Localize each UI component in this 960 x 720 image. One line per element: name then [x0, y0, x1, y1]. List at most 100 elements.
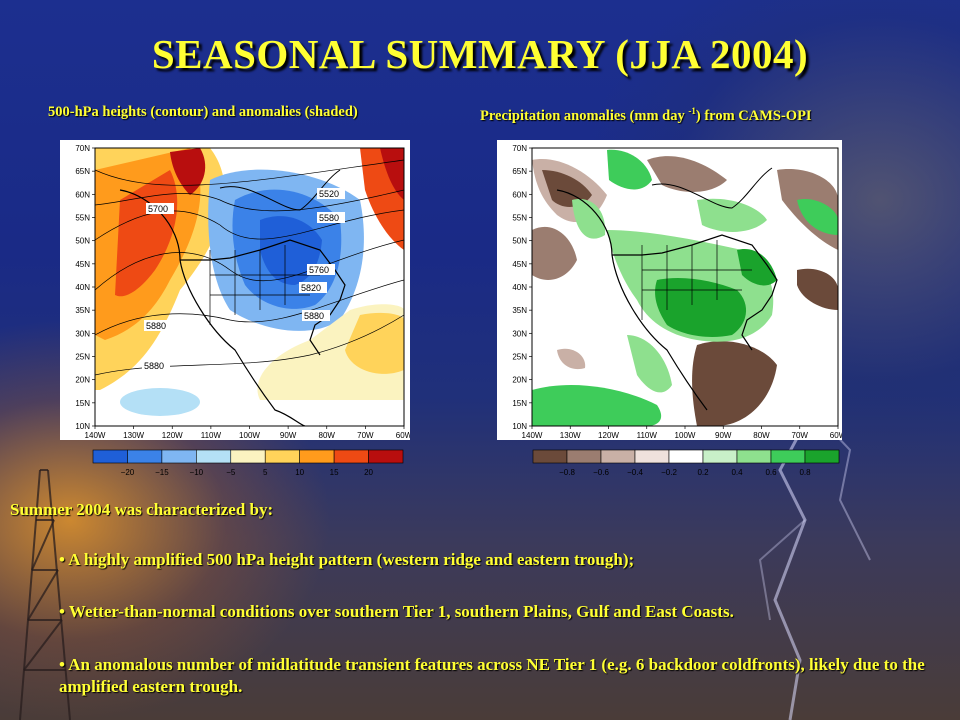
lon-tick-label: 90W	[715, 431, 732, 440]
lon-tick-label: 130W	[560, 431, 581, 440]
colorbar-swatch	[230, 449, 266, 464]
height-contour-line	[95, 239, 404, 291]
warm-anomaly-region	[115, 170, 178, 297]
colorbar-label: 20	[364, 468, 373, 477]
lon-tick-label: 70W	[357, 431, 374, 440]
wet-anomaly-region	[797, 199, 838, 235]
lon-tick-label: 130W	[123, 431, 144, 440]
lat-tick-label: 20N	[512, 376, 527, 385]
right-caption-sup: -1	[688, 106, 696, 116]
height-contour-line	[95, 159, 404, 186]
lat-tick-label: 10N	[75, 422, 90, 431]
colorbar-swatch	[196, 449, 232, 464]
lon-tick-label: 90W	[280, 431, 297, 440]
colorbar-swatch	[161, 449, 197, 464]
cold-anomaly-region	[120, 388, 200, 416]
height-anomaly-map: 5520 5580 5700 5760 5820 5880 5880 5880 …	[60, 140, 410, 440]
dry-anomaly-region	[532, 226, 577, 280]
warm-anomaly-region	[170, 148, 206, 195]
colorbar-label: −15	[155, 468, 169, 477]
lat-tick-label: 50N	[75, 237, 90, 246]
state-boundaries	[641, 240, 752, 320]
colorbar-swatch	[333, 449, 369, 464]
lon-tick-label: 60W	[830, 431, 842, 440]
wet-anomaly-region	[532, 385, 662, 426]
lon-tick-label: 70W	[792, 431, 809, 440]
cold-anomaly-region	[260, 216, 322, 285]
left-map-caption: 500-hPa heights (contour) and anomalies …	[48, 104, 358, 120]
contour-label: 5880	[146, 321, 166, 331]
summary-bullet-1: • A highly amplified 500 hPa height patt…	[59, 550, 635, 569]
lat-tick-label: 65N	[512, 167, 527, 176]
colorbar-swatch	[264, 449, 300, 464]
colorbar-label: −0.4	[627, 468, 643, 477]
contour-label: 5520	[319, 189, 339, 199]
summary-bullet-3: • An anomalous number of midlatitude tra…	[59, 655, 925, 696]
contour-label: 5880	[304, 311, 324, 321]
colorbar-label: 15	[330, 468, 339, 477]
lat-tick-label: 20N	[75, 376, 90, 385]
summary-heading: Summer 2004 was characterized by:	[10, 500, 274, 519]
state-boundaries	[209, 245, 320, 325]
colorbar-swatch	[532, 449, 568, 464]
lat-tick-label: 45N	[512, 260, 527, 269]
colorbar-label: −10	[190, 468, 204, 477]
colorbar-label: −0.2	[661, 468, 677, 477]
colorbar-label: 0.8	[799, 468, 811, 477]
lon-tick-label: 110W	[637, 431, 658, 440]
colorbar-swatch	[368, 449, 404, 464]
colorbar-label: 5	[263, 468, 268, 477]
colorbar-swatch	[770, 449, 806, 464]
lon-tick-label: 110W	[201, 431, 222, 440]
lat-tick-label: 70N	[75, 144, 90, 153]
precip-anomaly-colorbar: −0.8 −0.6 −0.4 −0.2 0.2 0.4 0.6 0.8	[532, 449, 840, 477]
coastline	[219, 169, 341, 211]
lat-tick-label: 15N	[75, 399, 90, 408]
lat-tick-label: 65N	[75, 167, 90, 176]
wet-anomaly-region	[607, 149, 652, 190]
lon-tick-label: 140W	[522, 431, 543, 440]
lon-tick-label: 80W	[319, 431, 336, 440]
wet-anomaly-region	[627, 335, 672, 393]
colorbar-swatch	[566, 449, 602, 464]
dry-anomaly-region	[647, 156, 727, 192]
right-map-caption: Precipitation anomalies (mm day -1) from…	[480, 106, 812, 125]
precip-anomaly-map: 70N65N60N55N50N45N40N35N30N25N20N15N10N …	[497, 140, 842, 440]
right-caption-suffix: ) from CAMS-OPI	[695, 107, 812, 124]
height-contour-line	[95, 189, 404, 212]
lat-tick-label: 30N	[75, 329, 90, 338]
lat-tick-label: 60N	[75, 190, 90, 199]
colorbar-swatch	[299, 449, 335, 464]
lon-tick-label: 140W	[85, 431, 106, 440]
lat-tick-label: 15N	[512, 399, 527, 408]
continent-outline	[556, 189, 778, 411]
contour-label: 5820	[301, 283, 321, 293]
contour-label: 5880	[144, 361, 164, 371]
lat-tick-label: 25N	[75, 353, 90, 362]
lat-tick-label: 10N	[512, 422, 527, 431]
lat-tick-label: 40N	[512, 283, 527, 292]
slide-title: SEASONAL SUMMARY (JJA 2004)	[151, 31, 809, 77]
colorbar-label: 0.2	[697, 468, 709, 477]
colorbar-swatch	[92, 449, 128, 464]
contour-label: 5580	[319, 213, 339, 223]
height-contour-line	[95, 209, 404, 241]
colorbar-swatch	[736, 449, 772, 464]
lat-tick-label: 30N	[512, 329, 527, 338]
lon-tick-label: 120W	[598, 431, 619, 440]
height-anomaly-colorbar: −20 −15 −10 −5 5 10 15 20	[92, 449, 404, 477]
colorbar-label: −5	[226, 468, 236, 477]
contour-label: 5760	[309, 265, 329, 275]
contour-label: 5700	[148, 204, 168, 214]
colorbar-label: 0.4	[731, 468, 743, 477]
wet-anomaly-region	[655, 278, 747, 337]
wet-anomaly-region	[572, 199, 606, 239]
dry-anomaly-region	[692, 341, 777, 426]
colorbar-swatch	[804, 449, 840, 464]
colorbar-swatch	[668, 449, 704, 464]
right-caption-prefix: Precipitation anomalies (mm day	[480, 107, 689, 124]
colorbar-swatch	[127, 449, 163, 464]
colorbar-label: 0.6	[765, 468, 777, 477]
lat-tick-label: 55N	[512, 214, 527, 223]
